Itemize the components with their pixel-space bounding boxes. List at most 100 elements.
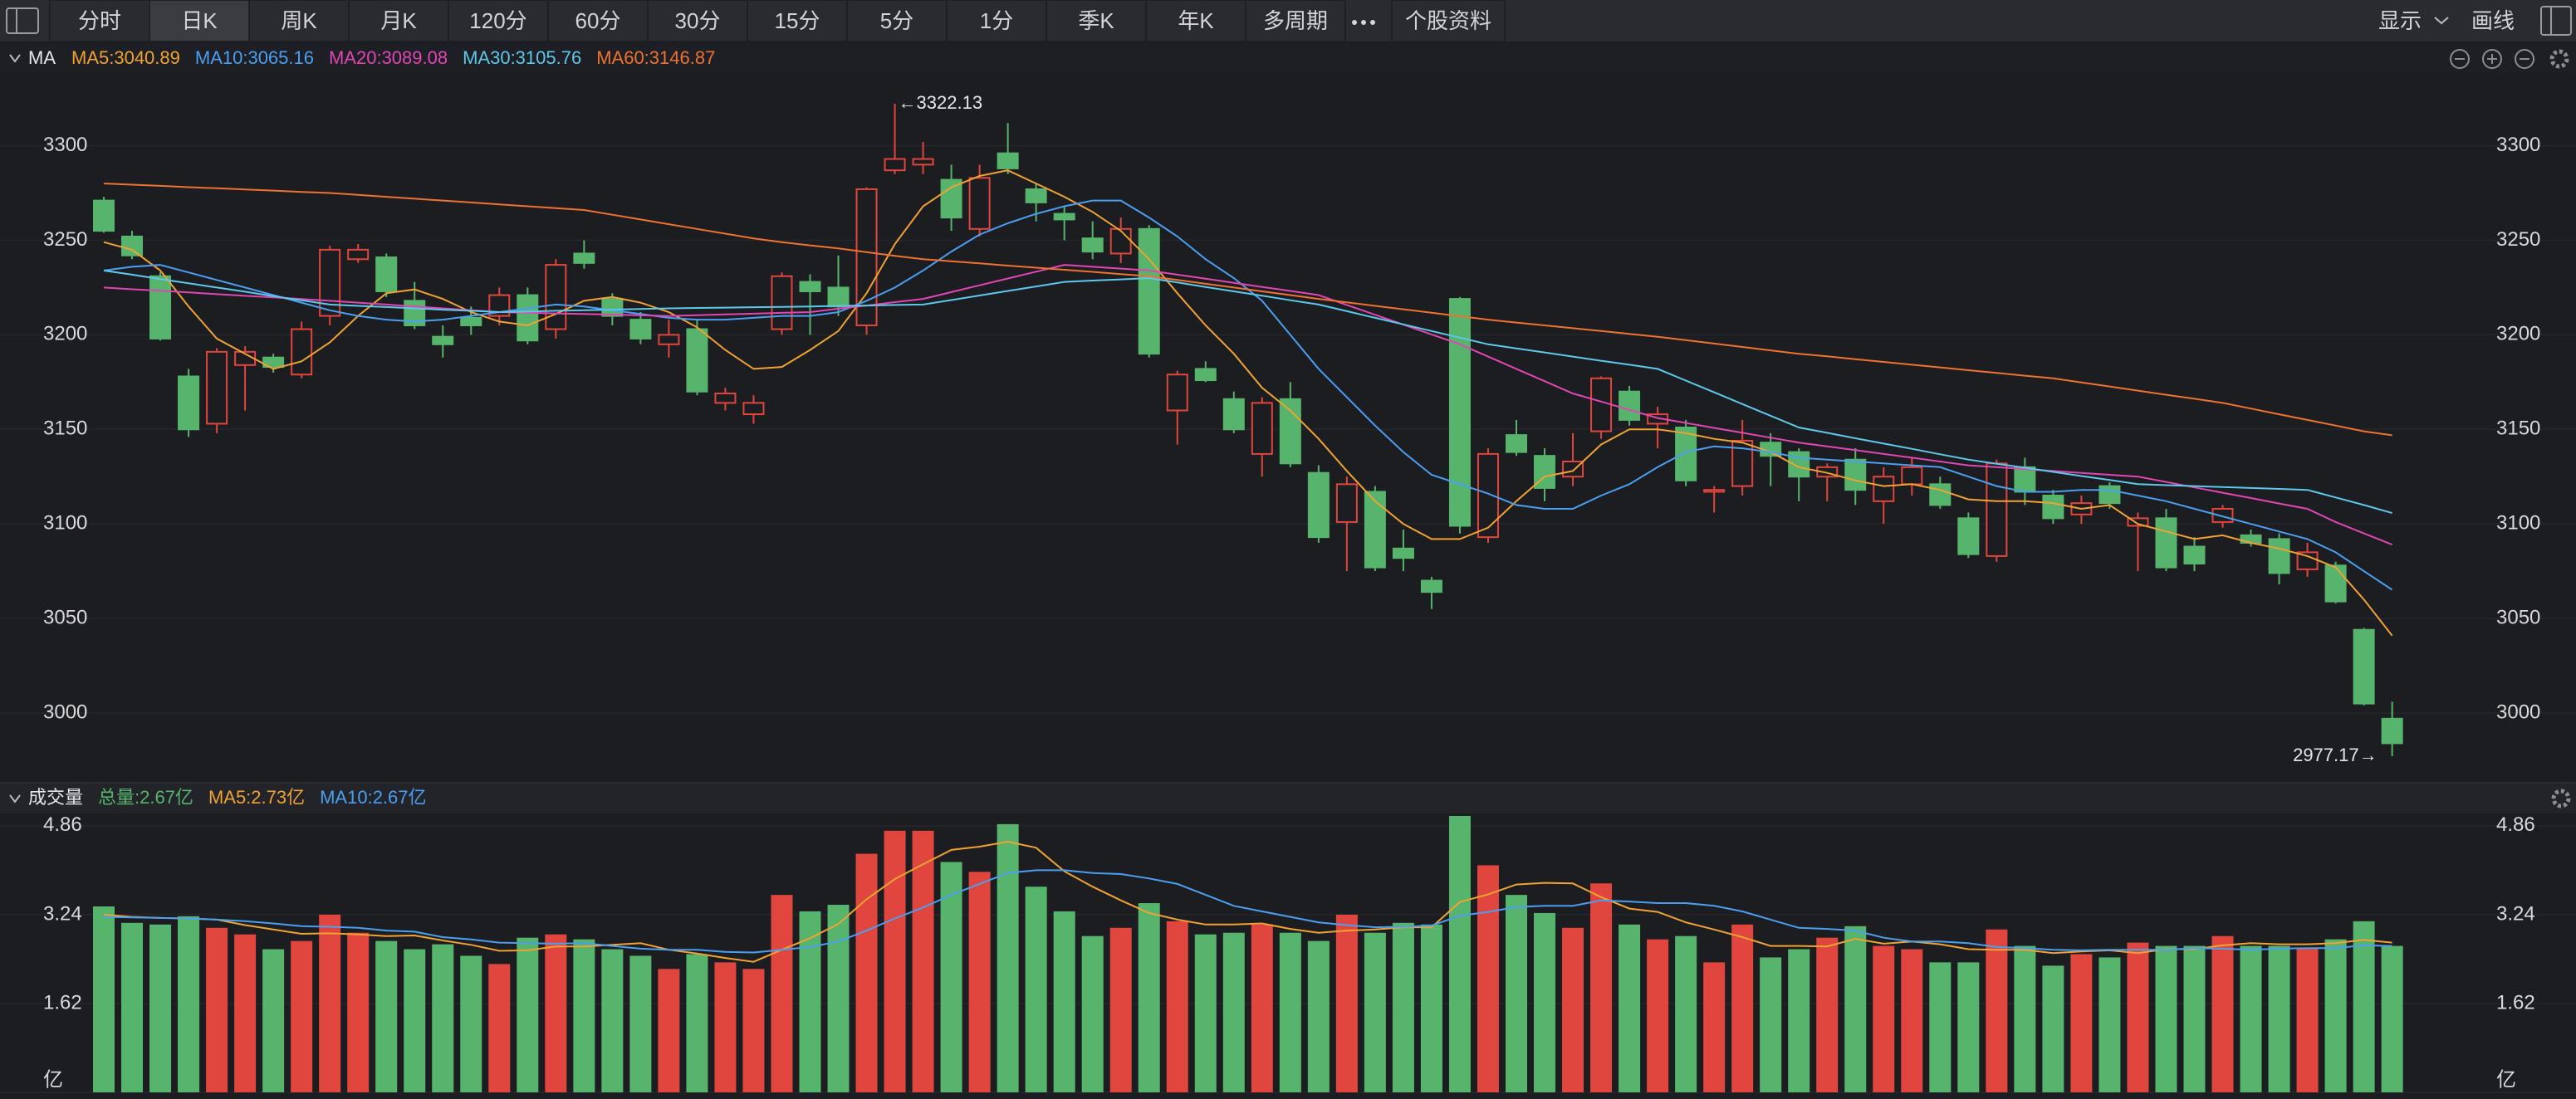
- volume-bar: [545, 934, 567, 1092]
- volume-bar: [1166, 921, 1188, 1092]
- tab-label[interactable]: 季K: [1078, 8, 1114, 33]
- volume-bar: [658, 969, 680, 1092]
- candle-body: [517, 294, 539, 342]
- tab[interactable]: [846, 0, 948, 42]
- volume-bar: [404, 949, 426, 1092]
- tab-label[interactable]: 年K: [1178, 8, 1214, 33]
- zoom-out[interactable]: [2450, 49, 2470, 69]
- y2-tick-label: 1.62: [2496, 991, 2535, 1014]
- candle-body: [714, 392, 737, 404]
- volume-bar: [884, 830, 906, 1092]
- volume-bar: [1448, 815, 1471, 1092]
- tab-label[interactable]: 月K: [380, 8, 417, 33]
- volume-header: [0, 784, 2576, 813]
- panel-toggle[interactable]: [2540, 6, 2572, 36]
- candle-body: [686, 328, 708, 393]
- candle-body: [912, 158, 934, 166]
- volume-bar: [2353, 921, 2375, 1092]
- tab[interactable]: [747, 0, 848, 42]
- candle-body: [1053, 212, 1075, 221]
- tab-label[interactable]: 1分: [980, 8, 1013, 33]
- candle-body: [1364, 491, 1386, 569]
- volume-bar: [1873, 945, 1895, 1092]
- candle-body: [178, 375, 200, 431]
- volume-bar: [319, 914, 341, 1092]
- volume-bar: [93, 906, 115, 1092]
- collapse-caret[interactable]: [9, 54, 21, 63]
- volume-bar: [1731, 924, 1754, 1092]
- candle-body: [884, 158, 906, 172]
- legend-entry: MA5:2.73亿: [208, 787, 305, 808]
- volume-bar: [1760, 957, 1782, 1092]
- volume-bar: [2014, 945, 2036, 1092]
- zoom-in[interactable]: [2482, 49, 2502, 69]
- candle-body: [1506, 434, 1527, 453]
- tab[interactable]: [946, 0, 1047, 42]
- tab-label[interactable]: 分时: [78, 8, 121, 33]
- volume-bar: [1364, 932, 1386, 1092]
- candle-body: [545, 264, 567, 330]
- volume-bar: [1251, 924, 1273, 1092]
- candle-body: [1675, 427, 1697, 481]
- settings[interactable]: [2549, 49, 2569, 69]
- more-button[interactable]: [1352, 20, 1375, 25]
- tab-label[interactable]: 周K: [281, 8, 317, 33]
- candle-body: [1138, 227, 1160, 355]
- collapse[interactable]: [2515, 49, 2534, 69]
- tab[interactable]: [448, 0, 549, 42]
- tab-label[interactable]: 120分: [469, 8, 526, 33]
- volume-bar: [488, 964, 511, 1092]
- volume-bar: [1562, 927, 1584, 1092]
- volume-bar: [1025, 887, 1047, 1092]
- candle-body: [1279, 398, 1301, 465]
- display-menu[interactable]: 显示: [2378, 8, 2422, 33]
- tab[interactable]: [1391, 0, 1506, 42]
- candle-body: [1788, 451, 1810, 478]
- volume-bar: [1901, 949, 1923, 1092]
- volume-bar: [1986, 929, 2008, 1092]
- volume-bar: [2183, 945, 2206, 1092]
- y-tick-label: 1.62: [43, 991, 82, 1014]
- y-tick-label: 3300: [43, 134, 87, 156]
- candle-body: [2211, 507, 2234, 523]
- tab-label[interactable]: 个股资料: [1405, 8, 1491, 33]
- candle-body: [2183, 545, 2206, 565]
- tab-label[interactable]: 多周期: [1263, 8, 1328, 33]
- candle-body: [1025, 188, 1047, 203]
- volume-bar: [2381, 945, 2403, 1092]
- tab[interactable]: [547, 0, 649, 42]
- settings[interactable]: [2551, 789, 2571, 808]
- ma-line: [103, 183, 2392, 437]
- volume-bar: [912, 830, 934, 1092]
- tab[interactable]: [1046, 0, 1147, 42]
- y-tick-label: 4.86: [43, 813, 82, 836]
- tab-label[interactable]: 30分: [675, 8, 721, 33]
- collapse-caret[interactable]: [9, 794, 21, 803]
- candle-body: [968, 177, 991, 230]
- volume-bar: [2070, 954, 2093, 1092]
- tab[interactable]: [647, 0, 748, 42]
- draw-lines[interactable]: 画线: [2471, 8, 2515, 33]
- tab-label[interactable]: 日K: [181, 8, 218, 33]
- volume-bar: [1138, 903, 1160, 1092]
- tab[interactable]: [1245, 0, 1346, 42]
- volume-bar: [827, 905, 850, 1092]
- volume-bar: [2240, 945, 2262, 1092]
- volume-bar: [997, 823, 1019, 1092]
- tab-label[interactable]: 60分: [575, 8, 621, 33]
- volume-bar: [2127, 942, 2149, 1092]
- candle-body: [2014, 466, 2036, 493]
- candle-body: [93, 199, 115, 232]
- tab-label[interactable]: 15分: [775, 8, 820, 33]
- tab-label[interactable]: 5分: [880, 8, 913, 33]
- candle-body: [121, 235, 144, 256]
- sidebar-toggle[interactable]: [6, 7, 39, 34]
- legend-entry: MA60:3146.87: [596, 47, 715, 68]
- tab[interactable]: [1145, 0, 1246, 42]
- legend-entry: MA30:3105.76: [463, 47, 581, 68]
- candle-body: [742, 402, 765, 416]
- candle-body: [149, 275, 172, 339]
- dot: [1361, 20, 1366, 25]
- candle-body: [262, 356, 285, 369]
- candle-body: [206, 350, 228, 425]
